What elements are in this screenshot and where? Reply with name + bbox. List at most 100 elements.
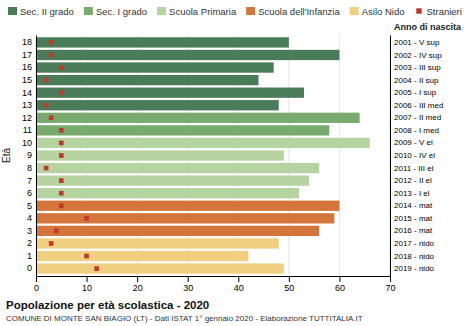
bar [36, 226, 319, 236]
point [49, 241, 54, 246]
tick-label: 40 [234, 283, 244, 293]
bar [36, 163, 319, 173]
tick-mark [289, 276, 290, 282]
tick: 6 [27, 188, 36, 198]
legend-item: Scuola Primaria [157, 6, 237, 17]
tick: 12 [22, 113, 36, 123]
tick-label: 18 [22, 37, 32, 47]
tick: 2 [27, 238, 36, 248]
tick: 18 [22, 37, 36, 47]
legend-swatch [8, 7, 17, 15]
tick-label: 4 [27, 213, 32, 223]
y2-axis: 2001 - V sup 2002 - IV sup 2003 - III sup 2… [390, 36, 443, 277]
tick-label: 2004 - II sup [394, 76, 439, 85]
subtitle: COMUNE DI MONTE SAN BIAGIO (LT) - Dati I… [6, 314, 363, 323]
legend-label: Asilo Nido [362, 6, 405, 17]
axis-line [390, 36, 391, 277]
tick: 60 [335, 276, 345, 293]
tick-label: 2009 - V el [394, 138, 433, 147]
tick-label: 2018 - nido [394, 252, 435, 261]
point [44, 166, 49, 171]
tick-label: 20 [133, 283, 143, 293]
tick: 1 [27, 251, 36, 261]
tick: 2003 - III sup [390, 63, 441, 72]
bar [36, 201, 339, 211]
y-axis-title: Età [1, 148, 12, 163]
tick: 2018 - nido [390, 252, 435, 261]
x-axis: 010203040506070 [34, 276, 396, 293]
legend-item: Sec. I grado [84, 6, 147, 17]
tick: 10 [82, 276, 92, 293]
y2-axis-title: Anno di nascita [394, 22, 462, 32]
point [44, 78, 49, 83]
legend: Sec. II grado Sec. I grado Scuola Primaria… [8, 6, 462, 17]
tick: 7 [27, 176, 36, 186]
tick-label: 0 [34, 283, 39, 293]
tick-label: 30 [183, 283, 193, 293]
grid-line [390, 35, 391, 276]
grid-line [339, 35, 340, 276]
tick-label: 8 [27, 163, 32, 173]
tick: 20 [133, 276, 143, 293]
legend-swatch [246, 7, 255, 15]
tick: 2019 - nido [390, 264, 435, 273]
tick-label: 70 [385, 283, 395, 293]
tick-label: 2 [27, 238, 32, 248]
bar [36, 125, 329, 135]
tick: 16 [22, 62, 36, 72]
tick: 70 [385, 276, 395, 293]
tick-label: 2013 - I el [394, 189, 430, 198]
tick: 2002 - IV sup [390, 51, 442, 60]
tick-label: 5 [27, 201, 32, 211]
point [59, 178, 64, 183]
point [84, 254, 89, 259]
grid-line [36, 35, 37, 276]
tick-label: 2006 - III med [394, 101, 443, 110]
tick-label: 13 [22, 100, 32, 110]
tick: 2005 - I sup [390, 88, 437, 97]
tick: 2004 - II sup [390, 76, 439, 85]
tick: 2001 - V sup [390, 38, 440, 47]
tick-label: 17 [22, 50, 32, 60]
tick-label: 2003 - III sup [394, 63, 441, 72]
legend-label: Sec. II grado [20, 6, 74, 17]
bar [36, 213, 334, 223]
tick-label: 11 [23, 125, 32, 135]
point [59, 128, 64, 133]
legend-swatch [84, 7, 93, 15]
tick-label: 12 [22, 113, 32, 123]
point [49, 115, 54, 120]
tick-mark [36, 276, 37, 282]
legend-swatch [157, 7, 166, 15]
tick: 8 [27, 163, 36, 173]
tick-label: 14 [22, 88, 32, 98]
tick: 2006 - III med [390, 101, 443, 110]
tick: 10 [22, 138, 36, 148]
legend-swatch [350, 7, 359, 15]
tick-label: 2016 - mat [394, 226, 433, 235]
grid [36, 35, 390, 276]
bar [36, 251, 248, 261]
chart-svg: Sec. II grado Sec. I grado Scuola Primaria… [0, 0, 474, 326]
tick-label: 7 [27, 176, 32, 186]
title: Popolazione per età scolastica - 2020 [6, 299, 209, 311]
tick: 11 [23, 125, 36, 135]
point [49, 40, 54, 45]
bar [36, 62, 274, 72]
plot-area [36, 37, 370, 273]
tick-label: 10 [82, 283, 92, 293]
tick: 30 [183, 276, 193, 293]
tick: 2007 - II med [390, 113, 441, 122]
tick-mark [390, 276, 391, 282]
tick-mark [238, 276, 239, 282]
tick-label: 2011 - III el [394, 164, 434, 173]
bar [36, 37, 289, 47]
legend-label: Scuola Primaria [169, 6, 237, 17]
point [44, 103, 49, 108]
axis-line [36, 36, 37, 277]
bar [36, 238, 279, 248]
tick-label: 2017 - nido [394, 239, 435, 248]
tick: 2013 - I el [390, 189, 430, 198]
bar [36, 75, 259, 85]
bar [36, 188, 299, 198]
